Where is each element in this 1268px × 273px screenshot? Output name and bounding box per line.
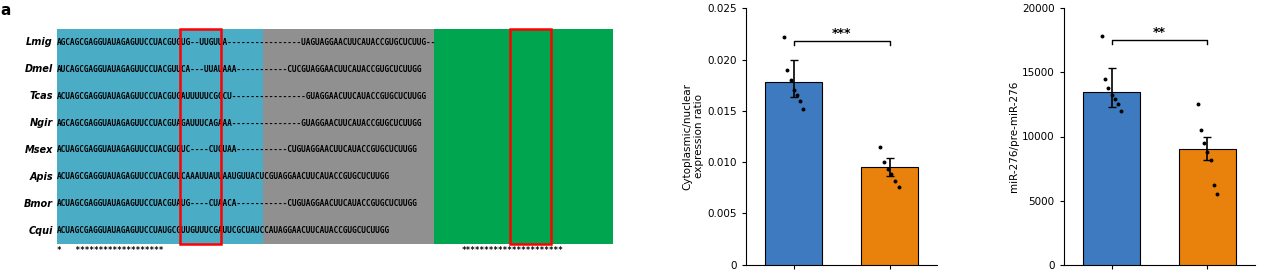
Point <box>784 88 804 93</box>
Point <box>885 179 905 183</box>
Bar <box>434 217 612 244</box>
Text: Cqui: Cqui <box>28 226 53 236</box>
Bar <box>262 56 434 83</box>
Y-axis label: miR-276/pre-miR-276: miR-276/pre-miR-276 <box>1009 81 1019 192</box>
Point <box>773 35 794 39</box>
Bar <box>57 83 262 109</box>
Point <box>1111 109 1131 113</box>
Point <box>1191 128 1211 132</box>
Bar <box>434 56 612 83</box>
Point <box>1197 150 1217 154</box>
Text: ACUAGCGAGGUAUAGAGUUCCUACGUGUC----CUGUAA-----------CUGUAGGAACUUCAUACCGUGCUCUUGG: ACUAGCGAGGUAUAGAGUUCCUACGUGUC----CUGUAA-… <box>57 146 417 155</box>
Text: AGCAGCGAGGUAUAGAGUUCCUACGUGUG--UUGUUA----------------UAGUAGGAACUUCAUACCGUGCUCUUG: AGCAGCGAGGUAUAGAGUUCCUACGUGUG--UUGUUA---… <box>57 38 436 47</box>
Text: Msex: Msex <box>24 145 53 155</box>
Point <box>1188 102 1208 106</box>
Bar <box>765 82 823 265</box>
Point <box>790 98 810 103</box>
Text: **********************: ********************** <box>462 246 563 255</box>
Text: Lmig: Lmig <box>27 37 53 47</box>
Text: Tcas: Tcas <box>29 91 53 101</box>
Text: *   *******************: * ******************* <box>57 246 164 255</box>
Text: Ngir: Ngir <box>29 118 53 128</box>
Point <box>877 167 898 171</box>
Text: ACUAGCGAGGUAUAGAGUUCCUACGUGAUUUUUCGGCU----------------GUAGGAACUUCAUACCGUGCUCUUGG: ACUAGCGAGGUAUAGAGUUCCUACGUGAUUUUUCGGCU--… <box>57 91 426 100</box>
Text: AUCAGCGAGGUAUAGAGUUCCUACGUUCA---UUAUAAA-----------CUCGUAGGAACUUCAUACCGUGCUCUUGG: AUCAGCGAGGUAUAGAGUUCCUACGUUCA---UUAUAAA-… <box>57 65 422 74</box>
Bar <box>262 136 434 164</box>
Point <box>1104 97 1125 102</box>
Point <box>1096 76 1116 81</box>
Text: ACUAGCGAGGUAUAGAGUUCCUACGUAUG----CUAACA-----------CUGUAGGAACUUCAUACCGUGCUCUUGG: ACUAGCGAGGUAUAGAGUUCCUACGUAUG----CUAACA-… <box>57 199 417 208</box>
Bar <box>434 190 612 217</box>
Point <box>870 145 890 149</box>
Bar <box>262 83 434 109</box>
Text: ACUAGCGAGGUAUAGAGUUCCUAUGCGUUGUUUCGAUUCGCUAUCCAUAGGAACUUCAUACCGUGCUCUUGG: ACUAGCGAGGUAUAGAGUUCCUAUGCGUUGUUUCGAUUCG… <box>57 226 389 235</box>
Bar <box>57 164 262 190</box>
Bar <box>262 217 434 244</box>
Bar <box>180 29 222 244</box>
Point <box>1102 93 1122 98</box>
Point <box>1098 85 1118 90</box>
Text: a: a <box>0 3 10 18</box>
Bar <box>434 136 612 164</box>
Bar <box>434 29 612 56</box>
Text: AGCAGCGAGGUAUAGAGUUCCUACGUAGAUUUCAGAAA---------------GUAGGAACUUCAUACCGUGCUCUUGG: AGCAGCGAGGUAUAGAGUUCCUACGUAGAUUUCAGAAA--… <box>57 118 422 127</box>
Y-axis label: Cytoplasmic/nuclear
expression ratio: Cytoplasmic/nuclear expression ratio <box>682 83 705 190</box>
Bar <box>262 29 434 56</box>
Point <box>1092 34 1112 38</box>
Point <box>777 68 798 72</box>
Bar <box>1083 92 1140 265</box>
Bar <box>1179 149 1236 265</box>
Bar <box>57 190 262 217</box>
Point <box>1108 102 1129 106</box>
Point <box>780 78 800 82</box>
Bar <box>57 136 262 164</box>
Bar <box>434 109 612 136</box>
Point <box>889 185 909 189</box>
Bar <box>434 83 612 109</box>
Point <box>874 160 894 164</box>
Bar <box>262 109 434 136</box>
Text: Bmor: Bmor <box>24 199 53 209</box>
Bar <box>57 56 262 83</box>
Point <box>786 93 806 98</box>
Text: b: b <box>692 0 702 3</box>
Bar <box>262 190 434 217</box>
Text: ***: *** <box>832 27 851 40</box>
Text: ACUAGCGAGGUAUAGAGUUCCUACGUUCAAAUUAUUAAUGUUACUCGUAGGAACUUCAUACCGUGCUCUUGG: ACUAGCGAGGUAUAGAGUUCCUACGUUCAAAUUAUUAAUG… <box>57 173 389 182</box>
Bar <box>861 167 918 265</box>
Bar <box>434 164 612 190</box>
Point <box>1203 183 1224 188</box>
Point <box>1207 192 1227 197</box>
Point <box>1194 141 1215 145</box>
Bar <box>57 217 262 244</box>
Bar <box>262 164 434 190</box>
Bar <box>57 109 262 136</box>
Text: c: c <box>1011 0 1019 3</box>
Point <box>794 106 814 111</box>
Bar <box>510 29 550 244</box>
Text: Dmel: Dmel <box>24 64 53 74</box>
Point <box>881 172 902 177</box>
Bar <box>57 29 262 56</box>
Point <box>1201 158 1221 162</box>
Text: Apis: Apis <box>29 172 53 182</box>
Text: **: ** <box>1153 26 1167 39</box>
